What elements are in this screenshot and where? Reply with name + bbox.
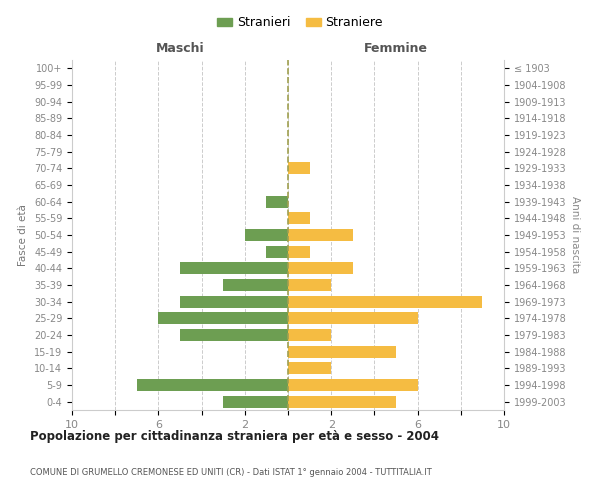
Bar bbox=[180, 296, 288, 308]
Bar bbox=[288, 246, 310, 258]
Bar bbox=[288, 362, 331, 374]
Bar bbox=[180, 262, 288, 274]
Bar bbox=[158, 312, 288, 324]
Legend: Stranieri, Straniere: Stranieri, Straniere bbox=[212, 11, 388, 34]
Bar bbox=[266, 246, 288, 258]
Bar bbox=[288, 329, 331, 341]
Bar bbox=[288, 346, 396, 358]
Text: Maschi: Maschi bbox=[155, 42, 205, 55]
Bar bbox=[223, 279, 288, 291]
Bar bbox=[288, 312, 418, 324]
Text: Femmine: Femmine bbox=[364, 42, 428, 55]
Bar bbox=[266, 196, 288, 207]
Y-axis label: Anni di nascita: Anni di nascita bbox=[571, 196, 580, 274]
Text: Popolazione per cittadinanza straniera per età e sesso - 2004: Popolazione per cittadinanza straniera p… bbox=[30, 430, 439, 443]
Bar bbox=[223, 396, 288, 407]
Y-axis label: Fasce di età: Fasce di età bbox=[19, 204, 28, 266]
Bar bbox=[288, 212, 310, 224]
Bar bbox=[288, 162, 310, 174]
Bar bbox=[137, 379, 288, 391]
Bar bbox=[180, 329, 288, 341]
Bar bbox=[245, 229, 288, 241]
Bar bbox=[288, 229, 353, 241]
Bar bbox=[288, 262, 353, 274]
Bar bbox=[288, 279, 331, 291]
Text: COMUNE DI GRUMELLO CREMONESE ED UNITI (CR) - Dati ISTAT 1° gennaio 2004 - TUTTIT: COMUNE DI GRUMELLO CREMONESE ED UNITI (C… bbox=[30, 468, 432, 477]
Bar bbox=[288, 396, 396, 407]
Bar bbox=[288, 296, 482, 308]
Bar bbox=[288, 379, 418, 391]
